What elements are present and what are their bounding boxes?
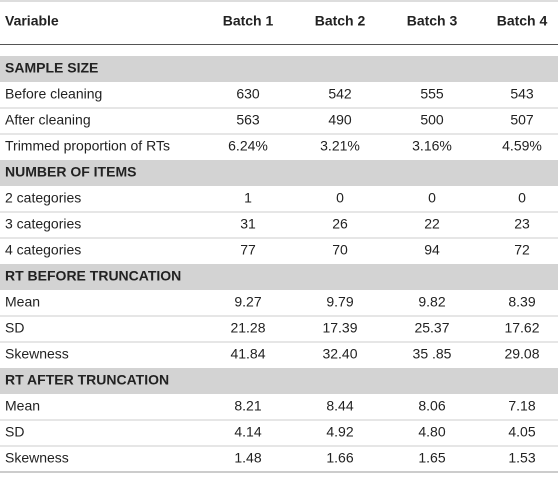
section-band bbox=[0, 368, 558, 394]
cell-value: 23 bbox=[514, 216, 530, 232]
cell-value: 9.82 bbox=[418, 294, 445, 310]
row-label: 2 categories bbox=[5, 190, 81, 206]
section-title: RT AFTER TRUNCATION bbox=[5, 372, 169, 388]
cell-value: 0 bbox=[518, 190, 526, 206]
cell-value: 1.66 bbox=[326, 450, 353, 466]
row-label: After cleaning bbox=[5, 112, 91, 128]
cell-value: 555 bbox=[420, 86, 444, 102]
section-title: SAMPLE SIZE bbox=[5, 60, 98, 76]
row-label: Skewness bbox=[5, 450, 69, 466]
header-cell: Batch 3 bbox=[407, 13, 458, 29]
row-label: 3 categories bbox=[5, 216, 81, 232]
row-label: Mean bbox=[5, 398, 40, 414]
row-label: Skewness bbox=[5, 346, 69, 362]
cell-value: 1 bbox=[244, 190, 252, 206]
cell-value: 630 bbox=[236, 86, 260, 102]
cell-value: 17.62 bbox=[504, 320, 539, 336]
cell-value: 17.39 bbox=[322, 320, 357, 336]
cell-value: 3.21% bbox=[320, 138, 360, 154]
cell-value: 9.79 bbox=[326, 294, 353, 310]
cell-value: 542 bbox=[328, 86, 352, 102]
cell-value: 41.84 bbox=[230, 346, 265, 362]
section-title: RT BEFORE TRUNCATION bbox=[5, 268, 181, 284]
row-label: Trimmed proportion of RTs bbox=[5, 138, 170, 154]
cell-value: 72 bbox=[514, 242, 530, 258]
cell-value: 3.16% bbox=[412, 138, 452, 154]
row-label: SD bbox=[5, 320, 24, 336]
cell-value: 94 bbox=[424, 242, 440, 258]
cell-value: 0 bbox=[428, 190, 436, 206]
cell-value: 1.48 bbox=[234, 450, 261, 466]
cell-value: 1.65 bbox=[418, 450, 445, 466]
cell-value: 35 .85 bbox=[413, 346, 452, 362]
cell-value: 21.28 bbox=[230, 320, 265, 336]
cell-value: 8.06 bbox=[418, 398, 445, 414]
cell-value: 4.05 bbox=[508, 424, 535, 440]
header-cell: Batch 4 bbox=[497, 13, 548, 29]
section-band bbox=[0, 56, 558, 82]
header-cell: Batch 1 bbox=[223, 13, 274, 29]
cell-value: 4.59% bbox=[502, 138, 542, 154]
cell-value: 507 bbox=[510, 112, 534, 128]
row-label: SD bbox=[5, 424, 24, 440]
cell-value: 8.21 bbox=[234, 398, 261, 414]
cell-value: 8.44 bbox=[326, 398, 353, 414]
cell-value: 4.92 bbox=[326, 424, 353, 440]
cell-value: 490 bbox=[328, 112, 352, 128]
cell-value: 32.40 bbox=[322, 346, 357, 362]
section-title: NUMBER OF ITEMS bbox=[5, 164, 136, 180]
row-label: 4 categories bbox=[5, 242, 81, 258]
header-cell: Variable bbox=[5, 13, 59, 29]
section-band bbox=[0, 160, 558, 186]
header-cell: Batch 2 bbox=[315, 13, 366, 29]
row-label: Mean bbox=[5, 294, 40, 310]
cell-value: 25.37 bbox=[414, 320, 449, 336]
cell-value: 31 bbox=[240, 216, 256, 232]
row-label: Before cleaning bbox=[5, 86, 102, 102]
cell-value: 8.39 bbox=[508, 294, 535, 310]
cell-value: 543 bbox=[510, 86, 534, 102]
cell-value: 1.53 bbox=[508, 450, 535, 466]
cell-value: 26 bbox=[332, 216, 348, 232]
cell-value: 4.14 bbox=[234, 424, 261, 440]
cell-value: 22 bbox=[424, 216, 440, 232]
cell-value: 9.27 bbox=[234, 294, 261, 310]
cell-value: 70 bbox=[332, 242, 348, 258]
cell-value: 29.08 bbox=[504, 346, 539, 362]
section-band bbox=[0, 264, 558, 290]
cell-value: 6.24% bbox=[228, 138, 268, 154]
cell-value: 7.18 bbox=[508, 398, 535, 414]
cell-value: 77 bbox=[240, 242, 256, 258]
cell-value: 563 bbox=[236, 112, 260, 128]
cell-value: 4.80 bbox=[418, 424, 445, 440]
cell-value: 0 bbox=[336, 190, 344, 206]
cell-value: 500 bbox=[420, 112, 444, 128]
